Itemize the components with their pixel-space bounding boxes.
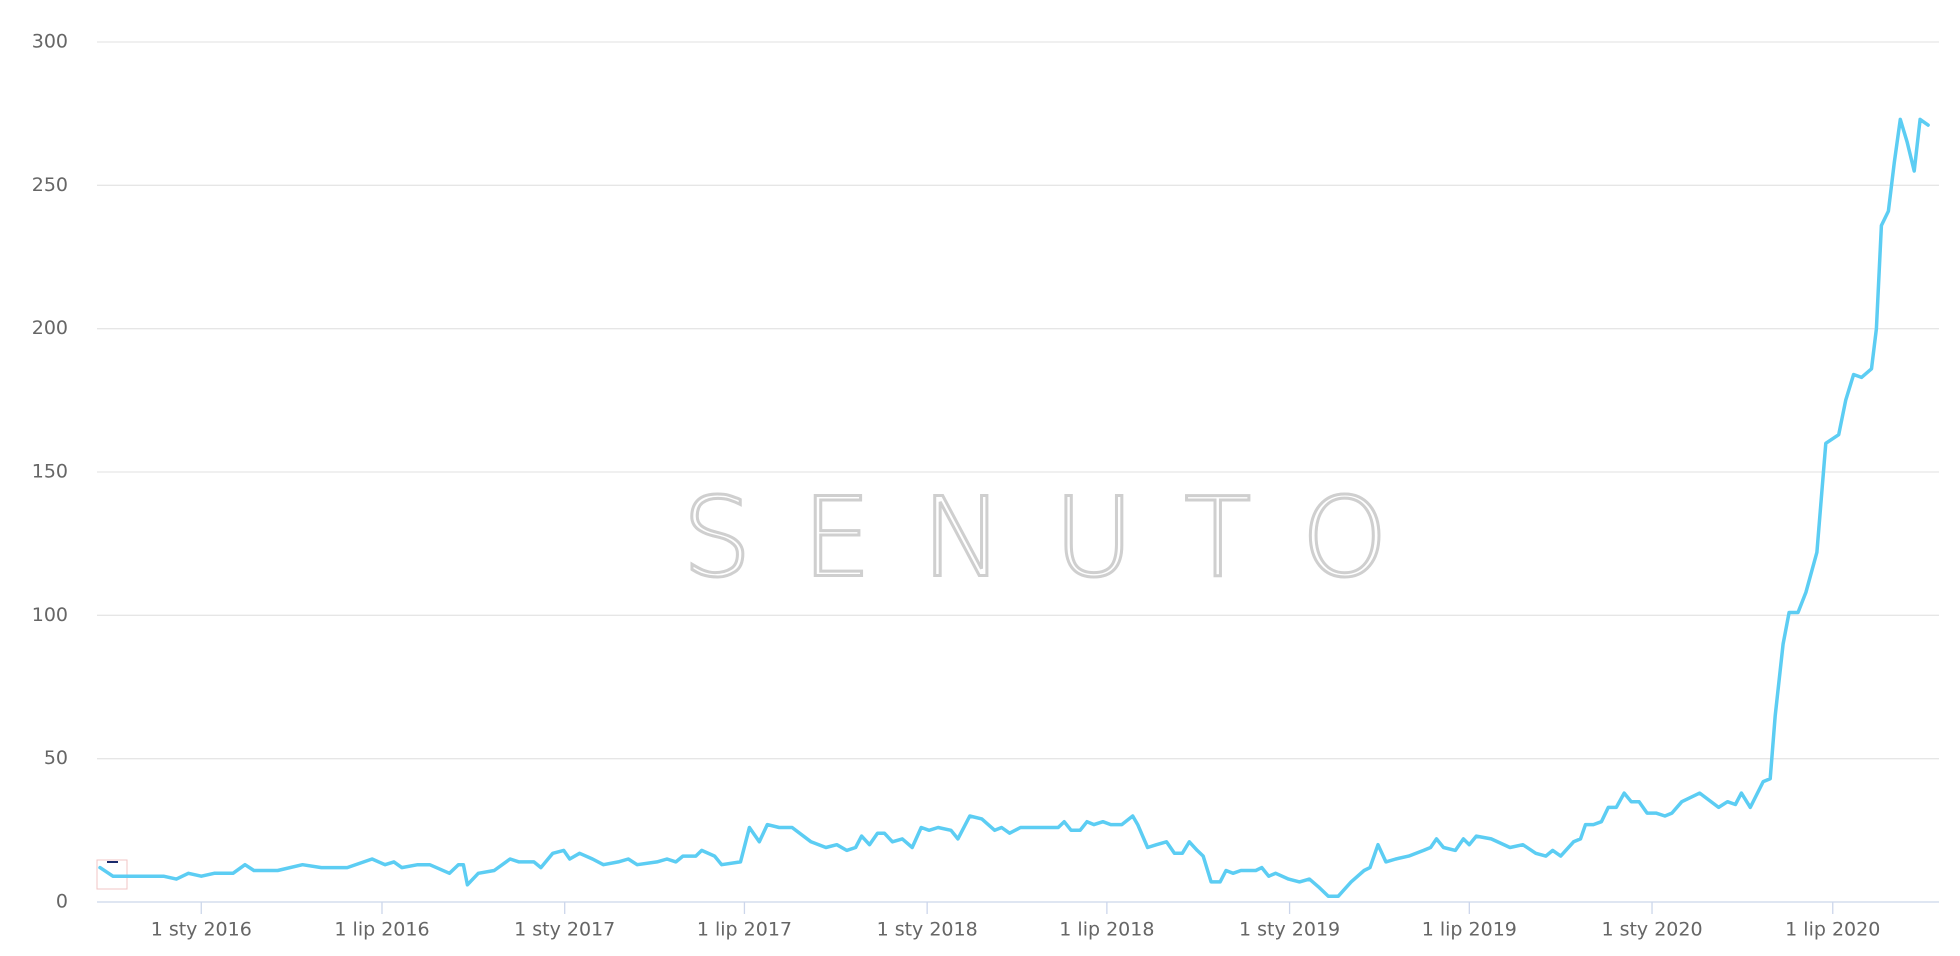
y-tick-label: 100 <box>32 604 68 626</box>
x-tick-label: 1 lip 2019 <box>1422 919 1517 941</box>
x-tick-label: 1 lip 2017 <box>697 919 792 941</box>
x-tick-label: 1 sty 2020 <box>1601 919 1702 941</box>
y-tick-label: 200 <box>32 317 68 339</box>
y-tick-label: 250 <box>32 174 68 196</box>
y-tick-label: 300 <box>32 31 68 53</box>
x-tick-label: 1 sty 2018 <box>877 919 978 941</box>
watermark: SENUTO <box>682 473 1438 601</box>
x-tick-label: 1 sty 2016 <box>151 919 252 941</box>
y-tick-label: 150 <box>32 461 68 483</box>
x-tick-label: 1 sty 2019 <box>1239 919 1340 941</box>
y-tick-label: 50 <box>44 747 68 769</box>
x-tick-label: 1 lip 2016 <box>334 919 429 941</box>
y-tick-label: 0 <box>56 891 68 913</box>
x-tick-label: 1 sty 2017 <box>514 919 615 941</box>
x-tick-label: 1 lip 2018 <box>1059 919 1154 941</box>
series-line <box>98 117 1930 899</box>
x-tick-label: 1 lip 2020 <box>1785 919 1880 941</box>
